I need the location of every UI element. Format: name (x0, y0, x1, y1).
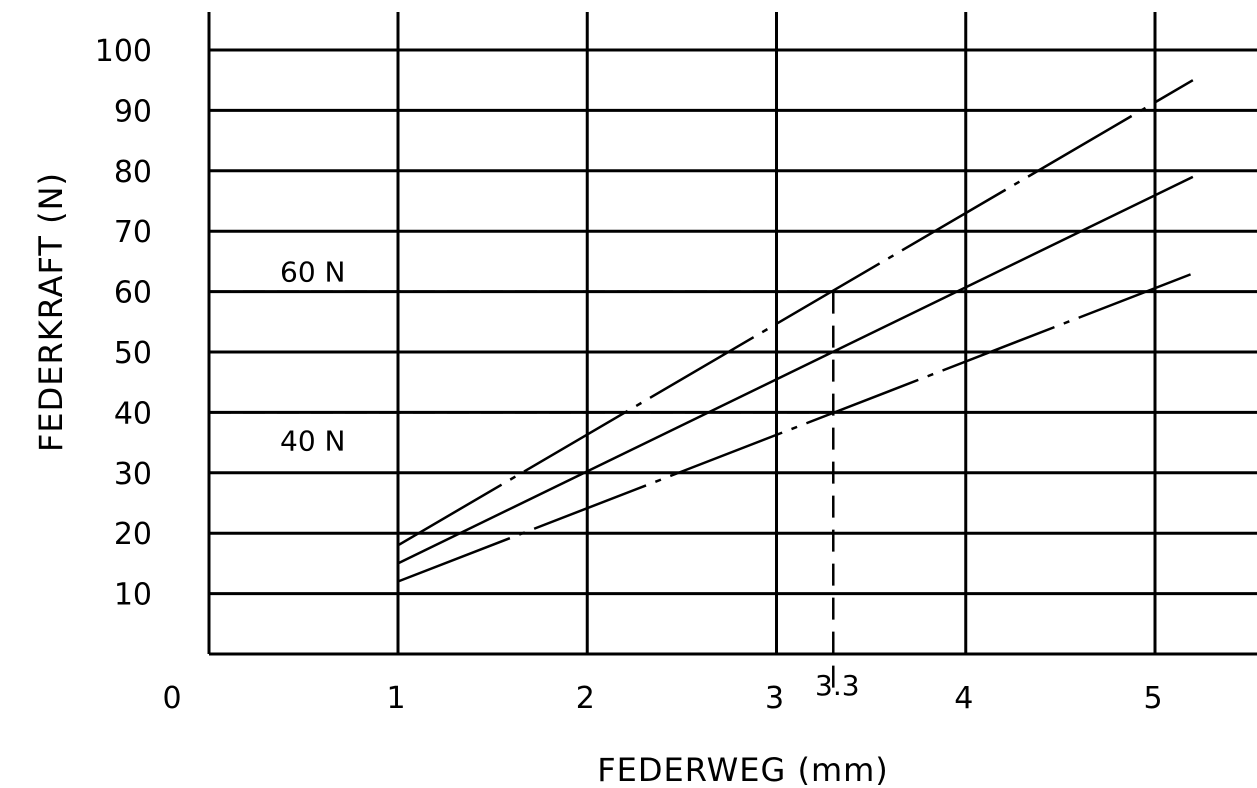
y-tick-label: 100 (95, 34, 152, 69)
y-tick-label: 80 (114, 155, 152, 190)
series-line-3 (397, 272, 1194, 583)
y-tick-label: 40 (114, 396, 152, 431)
annotation-label: 40 N (280, 424, 345, 457)
reference-lines: 60 N 40 N 3.3 (209, 256, 860, 702)
y-tick-label: 70 (114, 215, 152, 250)
x-tick-label: 1 (386, 681, 405, 716)
y-tick-label: 10 (114, 578, 152, 613)
x-tick-label: 4 (954, 681, 973, 716)
series-line-1 (397, 79, 1194, 547)
x-tick-label: 3 (765, 681, 784, 716)
x-tick-label: 2 (576, 681, 595, 716)
series-lines (397, 79, 1194, 583)
annotation-label: 3.3 (815, 669, 860, 702)
y-tick-label: 30 (114, 457, 152, 492)
y-tick-label: 50 (114, 336, 152, 371)
y-tick-label: 90 (114, 94, 152, 129)
y-tick-label: 20 (114, 517, 152, 552)
grid (207, 12, 1257, 656)
y-tick-label: 60 (114, 276, 152, 311)
series-line-2 (397, 175, 1194, 565)
x-tick-label: 5 (1143, 681, 1162, 716)
y-axis-title: FEDERKRAFT (N) (32, 172, 70, 452)
x-axis-title: FEDERWEG (mm) (597, 751, 889, 788)
tick-labels: 10 20 30 40 50 60 70 80 90 100 0 1 2 3 4 5 (95, 34, 1163, 716)
x-tick-label: 0 (162, 681, 181, 716)
annotation-label: 60 N (280, 256, 345, 289)
